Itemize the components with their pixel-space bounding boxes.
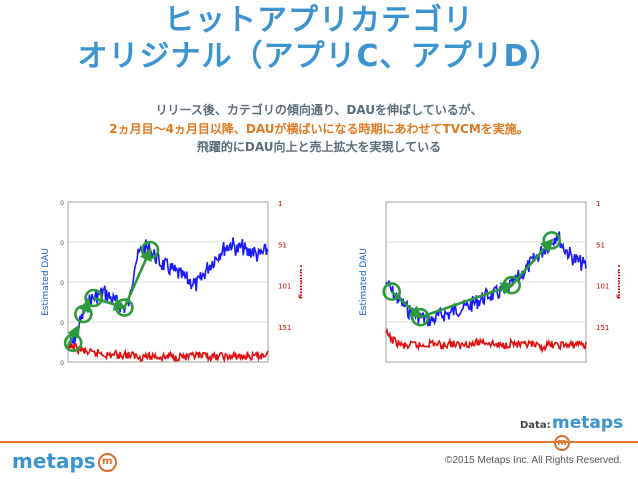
y2-axis-label: ranking (298, 265, 302, 300)
y-tick-label: 0 (60, 360, 64, 367)
summary-line1: リリース後、カテゴリの傾向通り、DAUを伸ばしているが、 (155, 103, 483, 117)
page-title-line2: オリジナル（アプリC、アプリD） (77, 39, 561, 74)
highlight-circle (502, 275, 522, 295)
footer-divider (0, 441, 638, 443)
highlight-circle (115, 298, 134, 317)
y-tick-label: 0 (60, 280, 64, 287)
copyright-text: ©2015 Metaps Inc. All Rights Reserved. (445, 455, 622, 466)
ranking-series-line (385, 327, 587, 354)
y-axis-label: Estimated DAU (41, 248, 51, 316)
trend-arrow (419, 282, 515, 319)
highlight-circle (84, 288, 103, 308)
highlight-circle (140, 240, 160, 260)
trend-arrow (510, 238, 554, 287)
summary-line3: 飛躍的にDAU向上と売上拡大を実現している (196, 140, 442, 154)
ranking-tick-label: 101 (278, 283, 291, 291)
highlight-circle (74, 304, 93, 324)
logo-text: metaps (552, 413, 624, 433)
trend-arrow (123, 247, 152, 309)
y-tick-label: 0 (60, 200, 64, 207)
highlight-circle (410, 307, 430, 327)
logo-badge: m (554, 435, 570, 451)
y-tick-label: 0 (60, 240, 64, 247)
y-axis-label: Estimated DAU (359, 248, 369, 316)
ranking-series-line (67, 342, 269, 363)
trend-arrow (390, 290, 423, 319)
ranking-tick-label: 51 (278, 241, 287, 249)
logo-badge: m (97, 453, 117, 472)
dau-series-line (67, 237, 269, 348)
metaps-logo-small: metaps m (552, 413, 638, 453)
data-source-label: Data: (520, 420, 551, 431)
ranking-tick-label: 1 (596, 200, 600, 208)
highlight-circle (63, 333, 83, 353)
metaps-logo: metaps m (12, 449, 117, 473)
ranking-tick-label: 151 (596, 324, 609, 332)
ranking-tick-label: 1 (278, 200, 282, 208)
ranking-tick-label: 51 (596, 241, 605, 249)
page-title-line1: ヒットアプリカテゴリ (164, 3, 474, 38)
ranking-tick-label: 151 (278, 324, 291, 332)
y2-axis-label: ranking (616, 265, 620, 300)
highlight-circle (382, 282, 402, 301)
y-tick-label: 0 (60, 320, 64, 327)
trend-arrow (66, 324, 80, 347)
logo-text: metaps (12, 449, 96, 473)
summary-line2-highlight: 2ヵ月目～4ヵ月目以降、DAUが横ばいになる時期にあわせてTVCMを実施。 (109, 122, 529, 136)
ranking-tick-label: 101 (596, 283, 609, 291)
trend-arrow (93, 296, 127, 311)
highlight-circle (542, 231, 562, 250)
